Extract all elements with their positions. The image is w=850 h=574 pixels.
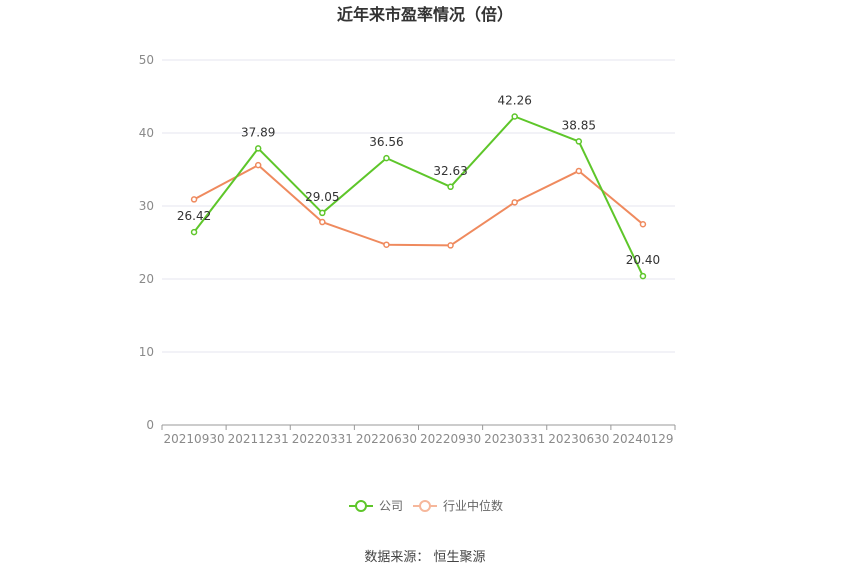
- company-data-label: 38.85: [562, 118, 596, 132]
- legend-swatch-company-marker: [355, 500, 367, 512]
- x-tick-label: 20220630: [356, 432, 417, 446]
- industry-median-point[interactable]: [254, 161, 262, 169]
- industry-median-point[interactable]: [511, 199, 518, 206]
- company-point[interactable]: [511, 113, 518, 120]
- y-tick-label: 20: [139, 272, 154, 286]
- x-tick-label: 20210930: [164, 432, 225, 446]
- legend-item-company[interactable]: 公司: [349, 499, 403, 513]
- company-data-label: 42.26: [498, 94, 532, 108]
- x-tick-label: 20240129: [612, 432, 673, 446]
- series-lines: [190, 113, 647, 280]
- company-point[interactable]: [575, 138, 583, 145]
- chart-title: 近年来市盈率情况（倍）: [337, 5, 513, 24]
- company-data-label: 29.05: [305, 190, 339, 204]
- company-point[interactable]: [190, 228, 198, 236]
- y-tick-label: 40: [139, 126, 154, 140]
- y-tick-label: 30: [139, 199, 154, 213]
- company-series-line: [193, 115, 644, 277]
- industry-median-point[interactable]: [383, 241, 390, 248]
- grid-lines: [162, 59, 675, 353]
- legend: 公司 行业中位数: [349, 498, 503, 513]
- company-data-label: 20.40: [626, 253, 660, 267]
- company-point[interactable]: [319, 209, 326, 217]
- company-point[interactable]: [254, 145, 262, 152]
- company-data-label: 32.63: [433, 164, 467, 178]
- x-tick-label: 20211231: [228, 432, 289, 446]
- company-point[interactable]: [447, 183, 454, 191]
- legend-label-company: 公司: [379, 499, 403, 513]
- industry-median-point[interactable]: [447, 242, 454, 249]
- industry-median-point[interactable]: [319, 218, 326, 226]
- legend-swatch-industry-marker: [419, 500, 431, 512]
- x-tick-label: 20220331: [292, 432, 353, 446]
- industry-median-point[interactable]: [575, 167, 583, 175]
- y-tick-label: 50: [139, 53, 154, 67]
- y-tick-label: 10: [139, 345, 154, 359]
- y-tick-label: 0: [146, 418, 154, 432]
- company-data-label: 36.56: [369, 135, 403, 149]
- company-point[interactable]: [639, 272, 647, 280]
- data-labels: 26.42 37.89 29.05 36.56 32.63 42.26 38.85 20.40: [177, 94, 660, 268]
- x-axis-ticks: 20210930 20211231 20220331 20220630 20220930…: [161, 425, 676, 446]
- x-tick-label: 20230630: [548, 432, 609, 446]
- legend-item-industry-median[interactable]: 行业中位数: [413, 498, 503, 513]
- legend-label-industry-median: 行业中位数: [443, 498, 503, 513]
- x-tick-label: 20230331: [484, 432, 545, 446]
- industry-median-series-line: [193, 164, 644, 247]
- industry-median-point[interactable]: [639, 221, 647, 228]
- industry-median-point[interactable]: [190, 196, 198, 203]
- y-axis-ticks: 0 10 20 30 40 50: [139, 53, 154, 432]
- company-point[interactable]: [383, 154, 390, 162]
- x-tick-label: 20220930: [420, 432, 481, 446]
- company-data-label: 37.89: [241, 125, 275, 139]
- data-source-note: 数据来源： 恒生聚源: [364, 550, 485, 565]
- company-data-label: 26.42: [177, 209, 211, 223]
